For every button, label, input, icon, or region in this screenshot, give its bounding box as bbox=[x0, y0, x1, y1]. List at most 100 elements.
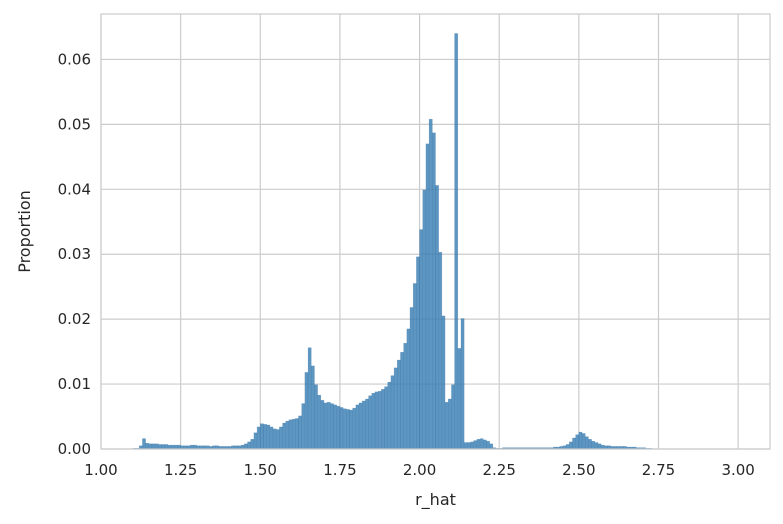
histogram-bar bbox=[397, 359, 401, 450]
y-tick-label: 0.01 bbox=[58, 375, 91, 393]
x-tick-label: 1.75 bbox=[323, 461, 356, 479]
x-tick-label: 2.50 bbox=[562, 461, 595, 479]
histogram-bar bbox=[441, 315, 446, 450]
histogram-bar bbox=[467, 442, 471, 450]
x-tick-label: 3.00 bbox=[721, 461, 754, 479]
x-tick-labels: 1.00 1.25 1.50 1.75 2.00 2.25 2.50 2.75 3.00 bbox=[84, 461, 755, 479]
histogram-bar bbox=[365, 398, 369, 450]
y-tick-label: 0.06 bbox=[58, 50, 91, 68]
histogram-bar bbox=[387, 381, 392, 450]
histogram-bar bbox=[584, 436, 589, 450]
x-tick-label: 2.75 bbox=[642, 461, 675, 479]
histogram-bar bbox=[291, 418, 296, 450]
histogram-bar bbox=[368, 395, 373, 450]
histogram-bar bbox=[260, 423, 264, 450]
histogram-bar bbox=[384, 386, 388, 450]
histogram-bar bbox=[320, 400, 325, 450]
histogram-bar bbox=[447, 398, 452, 450]
histogram-bar bbox=[298, 415, 302, 450]
histogram-bar bbox=[161, 444, 165, 450]
histogram-bar bbox=[301, 403, 306, 450]
histogram-bar bbox=[432, 132, 436, 450]
histogram-bar bbox=[266, 424, 271, 450]
histogram-bar bbox=[295, 418, 299, 450]
histogram-bar bbox=[272, 428, 277, 450]
histogram-bar bbox=[164, 444, 169, 450]
histogram-bar bbox=[581, 433, 586, 450]
histogram-bar bbox=[575, 434, 580, 450]
histogram-bar bbox=[269, 426, 274, 450]
histogram-bar bbox=[428, 118, 433, 450]
histogram-bar bbox=[381, 389, 385, 450]
histogram-bar bbox=[151, 443, 156, 450]
histogram-bar bbox=[374, 391, 379, 450]
histogram-bar bbox=[285, 420, 290, 450]
histogram-bar bbox=[333, 404, 337, 450]
histogram-bar bbox=[457, 348, 462, 450]
histogram-bar bbox=[403, 342, 408, 450]
y-tick-labels: 0.00 0.01 0.02 0.03 0.04 0.05 0.06 bbox=[58, 50, 91, 458]
histogram-bar bbox=[279, 426, 283, 450]
histogram-bar bbox=[275, 429, 280, 450]
histogram-bar bbox=[314, 384, 318, 450]
y-tick-label: 0.03 bbox=[58, 245, 91, 263]
histogram-bar bbox=[142, 438, 146, 450]
histogram-bar bbox=[330, 403, 334, 450]
histogram-bar bbox=[304, 372, 309, 450]
histogram-bar bbox=[145, 442, 150, 450]
histogram-bar bbox=[355, 404, 360, 450]
histogram-bar bbox=[588, 439, 592, 450]
y-tick-label: 0.02 bbox=[58, 310, 91, 328]
histogram-bar bbox=[444, 402, 449, 450]
histogram-bar bbox=[454, 33, 459, 450]
histogram-bar bbox=[323, 402, 328, 450]
histogram-bar bbox=[594, 442, 599, 450]
histogram-bar bbox=[346, 409, 350, 450]
histogram-bar bbox=[158, 444, 162, 450]
histogram-bar bbox=[339, 407, 344, 450]
histogram-bar bbox=[483, 439, 487, 450]
histogram-bar bbox=[406, 328, 411, 450]
histogram-bar bbox=[460, 318, 465, 450]
histogram-bar bbox=[288, 419, 293, 450]
histogram-bar bbox=[393, 367, 398, 450]
histogram-bar bbox=[451, 384, 455, 450]
x-tick-label: 1.00 bbox=[84, 461, 117, 479]
y-axis-label: Proportion bbox=[15, 190, 34, 273]
histogram-bar bbox=[473, 440, 478, 450]
histogram-bar bbox=[489, 443, 494, 450]
histogram-bar bbox=[597, 443, 602, 450]
histogram-bar bbox=[419, 229, 424, 450]
histogram-bar bbox=[247, 441, 251, 450]
histogram-bar bbox=[311, 365, 315, 450]
histogram-bar bbox=[154, 443, 159, 450]
histogram-bar bbox=[591, 440, 596, 450]
histogram-bar bbox=[435, 185, 439, 450]
x-tick-label: 2.00 bbox=[403, 461, 436, 479]
histogram-bar bbox=[263, 424, 267, 450]
histogram-bar bbox=[569, 441, 573, 450]
x-tick-label: 1.25 bbox=[164, 461, 197, 479]
histogram-bar bbox=[371, 392, 376, 450]
histogram-bar bbox=[253, 432, 258, 450]
histogram-bar bbox=[400, 352, 404, 450]
histogram-bar bbox=[425, 143, 430, 450]
histogram-bar bbox=[282, 422, 287, 450]
histogram-bar bbox=[476, 439, 481, 450]
histogram-bar bbox=[352, 407, 357, 450]
histogram-bar bbox=[416, 256, 420, 450]
x-gridlines bbox=[100, 14, 739, 449]
histogram-bar bbox=[244, 443, 248, 450]
histogram-bar bbox=[422, 189, 427, 450]
histogram-bar bbox=[336, 405, 341, 450]
histogram-bar bbox=[358, 402, 363, 450]
histogram-bars bbox=[132, 33, 653, 450]
histogram-bar bbox=[349, 409, 353, 450]
x-tick-label: 1.50 bbox=[244, 461, 277, 479]
histogram-bar bbox=[470, 441, 474, 450]
histogram-bar bbox=[390, 375, 395, 450]
y-tick-label: 0.05 bbox=[58, 115, 91, 133]
x-axis-label: r_hat bbox=[415, 490, 456, 510]
histogram-bar bbox=[377, 390, 382, 450]
x-tick-label: 2.25 bbox=[483, 461, 516, 479]
